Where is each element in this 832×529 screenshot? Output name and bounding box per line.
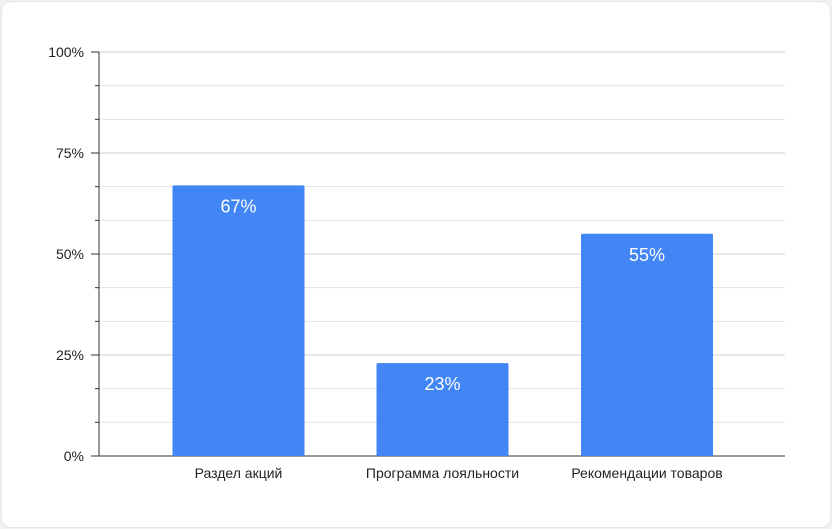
y-tick-label: 0%: [64, 448, 84, 464]
bar: [172, 185, 305, 456]
y-tick-label: 75%: [56, 145, 84, 161]
bar-value-label: 67%: [220, 196, 256, 216]
y-tick-label: 50%: [56, 246, 84, 262]
labels: 67% Раздел акций 23% Программа лояльности 55…: [195, 196, 723, 481]
bar-value-label: 23%: [424, 374, 460, 394]
bar: [376, 363, 509, 456]
x-category-label: Раздел акций: [195, 465, 283, 481]
y-tick-label: 25%: [56, 347, 84, 363]
x-category-label: Программа лояльности: [366, 465, 519, 481]
bar: [581, 233, 713, 456]
y-tick-label: 100%: [48, 44, 84, 60]
bar-value-label: 55%: [629, 245, 665, 265]
bars: [172, 185, 713, 456]
x-category-label: Рекомендации товаров: [571, 465, 722, 481]
